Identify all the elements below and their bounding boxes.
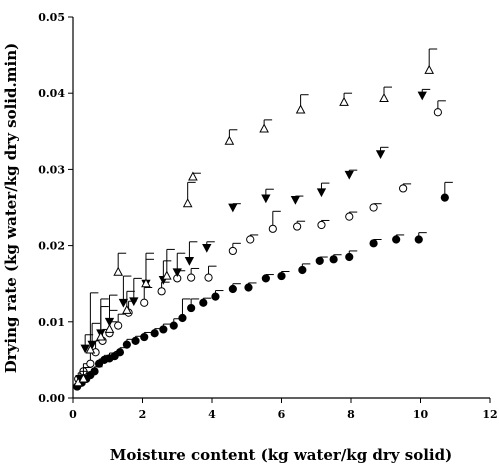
y-axis-ticks: 0.00 0.01 0.02 0.03 0.04 0.05 bbox=[38, 11, 73, 405]
x-tick-label: 0 bbox=[69, 408, 77, 421]
data-point bbox=[369, 239, 378, 248]
data-point bbox=[187, 273, 196, 282]
data-point bbox=[244, 283, 253, 292]
data-point bbox=[345, 252, 354, 262]
data-point bbox=[317, 220, 326, 230]
x-tick-label: 2 bbox=[139, 408, 147, 421]
data-point bbox=[187, 303, 196, 313]
x-axis-ticks: 0 2 4 6 8 10 12 bbox=[69, 398, 498, 421]
data-point bbox=[122, 340, 131, 349]
x-axis-title: Moisture content (kg water/kg dry solid) bbox=[110, 446, 452, 464]
data-point bbox=[169, 321, 178, 330]
data-point bbox=[261, 274, 270, 283]
data-point bbox=[188, 171, 198, 181]
data-point bbox=[261, 194, 271, 204]
data-point bbox=[184, 256, 195, 266]
data-point bbox=[295, 104, 306, 114]
data-point bbox=[86, 359, 95, 368]
data-point bbox=[228, 203, 238, 213]
data-point bbox=[114, 321, 123, 330]
data-point bbox=[375, 150, 386, 160]
data-point bbox=[228, 246, 237, 256]
x-tick-label: 8 bbox=[347, 408, 355, 421]
data-point bbox=[329, 255, 338, 264]
y-axis-title: Drying rate (kg water/kg dry solid.min) bbox=[2, 43, 20, 374]
data-point bbox=[345, 212, 354, 221]
series-filled-circle bbox=[73, 181, 453, 391]
data-point bbox=[315, 256, 324, 265]
data-point bbox=[157, 287, 166, 296]
data-point bbox=[290, 195, 301, 205]
data-point bbox=[392, 235, 401, 244]
data-markers bbox=[73, 48, 453, 391]
data-point bbox=[129, 297, 139, 307]
data-point bbox=[150, 329, 159, 338]
data-point bbox=[339, 96, 349, 106]
y-tick-label: 0.05 bbox=[38, 11, 65, 24]
data-point bbox=[85, 344, 96, 354]
y-tick-label: 0.02 bbox=[38, 240, 65, 253]
data-point bbox=[211, 292, 220, 301]
y-tick-label: 0.01 bbox=[38, 316, 65, 329]
data-point bbox=[344, 170, 354, 180]
x-tick-label: 10 bbox=[413, 408, 429, 421]
data-point bbox=[113, 266, 124, 276]
data-point bbox=[141, 278, 151, 288]
data-point bbox=[159, 325, 168, 334]
data-point bbox=[95, 331, 106, 341]
data-point bbox=[78, 373, 89, 383]
data-point bbox=[228, 284, 237, 294]
data-point bbox=[204, 273, 213, 282]
data-point bbox=[131, 336, 140, 345]
data-point bbox=[182, 198, 193, 208]
data-point bbox=[202, 243, 212, 253]
x-tick-label: 6 bbox=[278, 408, 286, 421]
data-point bbox=[293, 222, 302, 231]
data-point bbox=[172, 268, 182, 278]
y-tick-label: 0.04 bbox=[38, 87, 65, 100]
data-point bbox=[440, 193, 449, 202]
data-point bbox=[298, 265, 307, 275]
data-point bbox=[199, 298, 208, 307]
data-point bbox=[115, 348, 125, 357]
data-point bbox=[268, 224, 277, 233]
x-tick-label: 4 bbox=[208, 408, 216, 421]
data-point bbox=[316, 188, 327, 198]
data-point bbox=[424, 64, 435, 74]
data-point bbox=[433, 108, 442, 117]
data-point bbox=[224, 135, 235, 145]
data-point bbox=[277, 271, 286, 281]
data-point bbox=[369, 203, 378, 212]
data-point bbox=[80, 344, 90, 354]
data-point bbox=[246, 235, 255, 244]
data-point bbox=[122, 304, 132, 314]
data-point bbox=[178, 313, 187, 323]
data-point bbox=[118, 298, 129, 308]
x-tick-label: 12 bbox=[482, 408, 497, 421]
data-point bbox=[379, 92, 389, 103]
data-point bbox=[414, 235, 423, 244]
data-point bbox=[399, 184, 408, 193]
data-point bbox=[259, 123, 269, 133]
series-open-circle bbox=[74, 100, 446, 384]
y-tick-label: 0.00 bbox=[38, 392, 65, 405]
data-point bbox=[140, 298, 149, 307]
data-point bbox=[161, 270, 172, 280]
data-point bbox=[417, 91, 427, 101]
y-tick-label: 0.03 bbox=[38, 163, 65, 176]
data-point bbox=[104, 323, 115, 333]
data-point bbox=[90, 367, 99, 376]
data-point bbox=[140, 332, 149, 342]
series-open-triangle-up bbox=[73, 48, 438, 387]
